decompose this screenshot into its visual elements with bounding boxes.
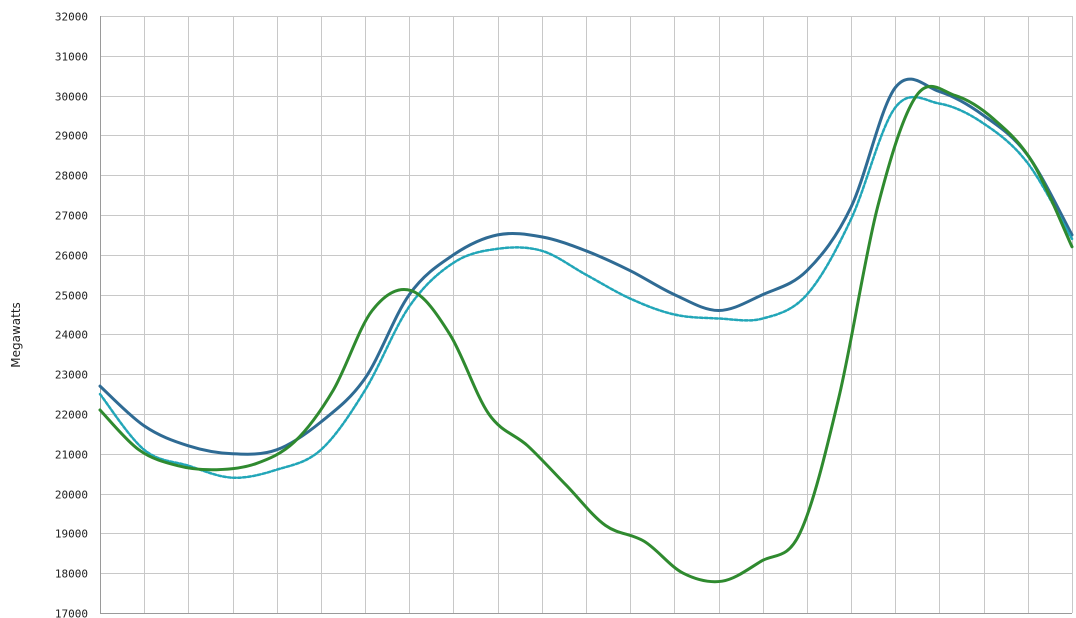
y-tick-label: 27000 xyxy=(55,210,88,223)
y-tick-label: 18000 xyxy=(55,568,88,581)
y-tick-label: 23000 xyxy=(55,369,88,382)
y-axis-title: Megawatts xyxy=(9,302,23,368)
y-tick-label: 22000 xyxy=(55,409,88,422)
series-line-2 xyxy=(98,95,1074,479)
y-tick-label: 32000 xyxy=(55,11,88,24)
y-tick-label: 19000 xyxy=(55,528,88,541)
y-tick-label: 31000 xyxy=(55,51,88,64)
series-line-1 xyxy=(98,77,1074,456)
gridlines xyxy=(100,16,1073,614)
y-tick-label: 29000 xyxy=(55,130,88,143)
y-axis: 17000 18000 19000 20000 21000 22000 23000 24000… xyxy=(55,11,88,618)
y-tick-label: 30000 xyxy=(55,91,88,104)
y-tick-label: 24000 xyxy=(55,329,88,342)
y-tick-label: 26000 xyxy=(55,250,88,263)
y-tick-label: 20000 xyxy=(55,489,88,502)
y-tick-label: 21000 xyxy=(55,449,88,462)
series-line-3 xyxy=(98,84,1074,584)
y-tick-label: 25000 xyxy=(55,290,88,303)
series-group xyxy=(98,77,1074,584)
y-tick-label: 17000 xyxy=(55,608,88,618)
y-tick-label: 28000 xyxy=(55,170,88,183)
